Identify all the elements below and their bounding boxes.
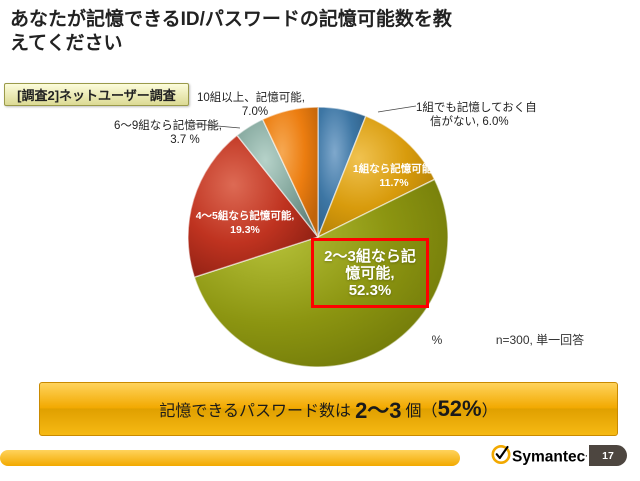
svg-text:%: % bbox=[432, 333, 443, 347]
svg-text:Symantec.: Symantec. bbox=[512, 449, 587, 466]
svg-text:信がない, 6.0%: 信がない, 6.0% bbox=[430, 114, 509, 128]
svg-text:1組でも記憶しておく自: 1組でも記憶しておく自 bbox=[416, 100, 537, 114]
svg-text:n=300, 単一回答: n=300, 単一回答 bbox=[496, 332, 584, 347]
svg-text:7.0%: 7.0% bbox=[242, 106, 268, 118]
svg-text:4～5組なら記憶可能,: 4～5組なら記憶可能, bbox=[196, 209, 295, 222]
svg-text:19.3%: 19.3% bbox=[230, 224, 260, 236]
svg-text:11.7%: 11.7% bbox=[379, 177, 409, 189]
svg-text:3.7 %: 3.7 % bbox=[170, 134, 199, 146]
svg-text:1組なら記憶可能,: 1組なら記憶可能, bbox=[353, 162, 435, 175]
svg-text:6～9組なら記憶可能,: 6～9組なら記憶可能, bbox=[114, 118, 222, 132]
svg-text:10組以上、記憶可能,: 10組以上、記憶可能, bbox=[197, 90, 305, 104]
